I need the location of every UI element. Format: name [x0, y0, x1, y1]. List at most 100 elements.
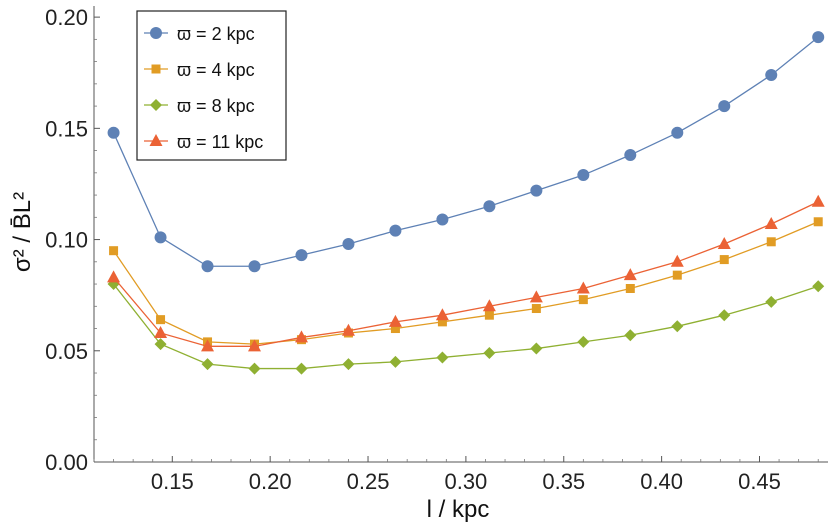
- data-point: [529, 290, 543, 303]
- legend-marker: [150, 27, 162, 39]
- data-point: [342, 358, 355, 371]
- series-line: [113, 283, 819, 370]
- y-tick-label: 0.05: [45, 339, 88, 364]
- data-point: [154, 325, 168, 338]
- series-layer: [107, 31, 825, 375]
- x-axis-ticks: 0.15 0.20 0.25 0.30 0.35 0.40 0.45: [93, 456, 819, 494]
- x-tick-label: 0.45: [738, 469, 781, 494]
- series-circle: [107, 31, 825, 273]
- axes: [93, 6, 828, 463]
- data-point: [341, 323, 355, 336]
- series-triangle: [107, 194, 825, 352]
- data-point: [483, 347, 496, 360]
- data-point: [718, 309, 731, 322]
- data-point: [530, 184, 543, 197]
- data-point: [623, 268, 637, 281]
- data-point: [625, 283, 635, 293]
- data-point: [578, 295, 588, 305]
- data-point: [719, 255, 729, 265]
- data-point: [156, 315, 166, 325]
- data-point: [436, 351, 449, 364]
- y-axis-label: σ² / B̄L²: [9, 192, 36, 272]
- data-point: [248, 362, 261, 375]
- data-point: [295, 249, 308, 262]
- x-tick-label: 0.35: [542, 469, 585, 494]
- series-line: [113, 221, 819, 345]
- x-tick-label: 0.40: [640, 469, 683, 494]
- data-point: [388, 314, 402, 327]
- legend-marker: [151, 64, 161, 74]
- y-tick-label: 0.10: [45, 228, 88, 253]
- data-point: [812, 31, 825, 44]
- legend-item: ϖ = 11 kpc: [144, 132, 263, 152]
- data-point: [107, 270, 121, 283]
- legend-item: ϖ = 8 kpc: [144, 96, 255, 116]
- y-tick-label: 0.20: [45, 5, 88, 30]
- data-point: [107, 126, 120, 139]
- data-point: [483, 200, 496, 213]
- data-point: [530, 342, 543, 355]
- y-axis-ticks: 0.00 0.05 0.10 0.15 0.20: [45, 5, 100, 475]
- data-point: [295, 362, 308, 375]
- data-point: [389, 355, 402, 368]
- data-point: [436, 213, 449, 226]
- data-point: [201, 260, 214, 273]
- legend-item: ϖ = 4 kpc: [144, 60, 255, 80]
- data-point: [624, 149, 637, 162]
- data-point: [342, 238, 355, 251]
- data-point: [813, 217, 823, 227]
- data-point: [531, 304, 541, 314]
- y-tick-label: 0.00: [45, 450, 88, 475]
- series-square: [109, 217, 823, 349]
- series-diamond: [107, 278, 825, 375]
- data-point: [717, 237, 731, 250]
- legend: ϖ = 2 kpc ϖ = 4 kpc ϖ = 8 kpc ϖ = 11 kpc: [136, 10, 287, 161]
- data-point: [201, 358, 214, 371]
- data-point: [765, 68, 778, 81]
- legend-marker: [150, 99, 162, 111]
- data-point: [390, 324, 400, 334]
- data-point: [766, 237, 776, 247]
- x-tick-label: 0.15: [151, 469, 194, 494]
- x-tick-label: 0.25: [347, 469, 390, 494]
- series-line: [113, 201, 819, 347]
- data-point: [671, 320, 684, 333]
- x-tick-label: 0.20: [249, 469, 292, 494]
- legend-frame: [136, 10, 287, 161]
- data-point: [482, 299, 496, 312]
- data-point: [437, 317, 447, 327]
- data-point: [154, 231, 167, 244]
- data-point: [811, 194, 825, 207]
- legend-label: ϖ = 2 kpc: [177, 24, 255, 44]
- data-point: [294, 330, 308, 343]
- data-point: [765, 295, 778, 308]
- data-point: [577, 169, 590, 182]
- data-point: [201, 339, 215, 352]
- legend-marker: [149, 134, 163, 146]
- data-point: [671, 126, 684, 139]
- data-point: [389, 224, 402, 237]
- legend-item: ϖ = 2 kpc: [144, 24, 255, 44]
- y-tick-label: 0.15: [45, 116, 88, 141]
- data-point: [248, 260, 261, 273]
- data-point: [109, 246, 119, 256]
- data-point: [435, 308, 449, 321]
- legend-label: ϖ = 11 kpc: [177, 132, 263, 152]
- data-point: [764, 216, 778, 229]
- data-point: [248, 339, 262, 352]
- data-point: [484, 310, 494, 320]
- legend-label: ϖ = 4 kpc: [177, 60, 255, 80]
- data-point: [577, 335, 590, 348]
- x-tick-label: 0.30: [444, 469, 487, 494]
- data-point: [624, 329, 637, 342]
- legend-label: ϖ = 8 kpc: [177, 96, 255, 116]
- series-line: [112, 36, 819, 267]
- data-point: [154, 338, 167, 351]
- x-axis-label: l / kpc: [427, 496, 490, 523]
- data-point: [672, 270, 682, 280]
- data-point: [670, 254, 684, 267]
- data-point: [718, 100, 731, 113]
- data-point: [812, 280, 825, 293]
- data-point: [576, 281, 590, 294]
